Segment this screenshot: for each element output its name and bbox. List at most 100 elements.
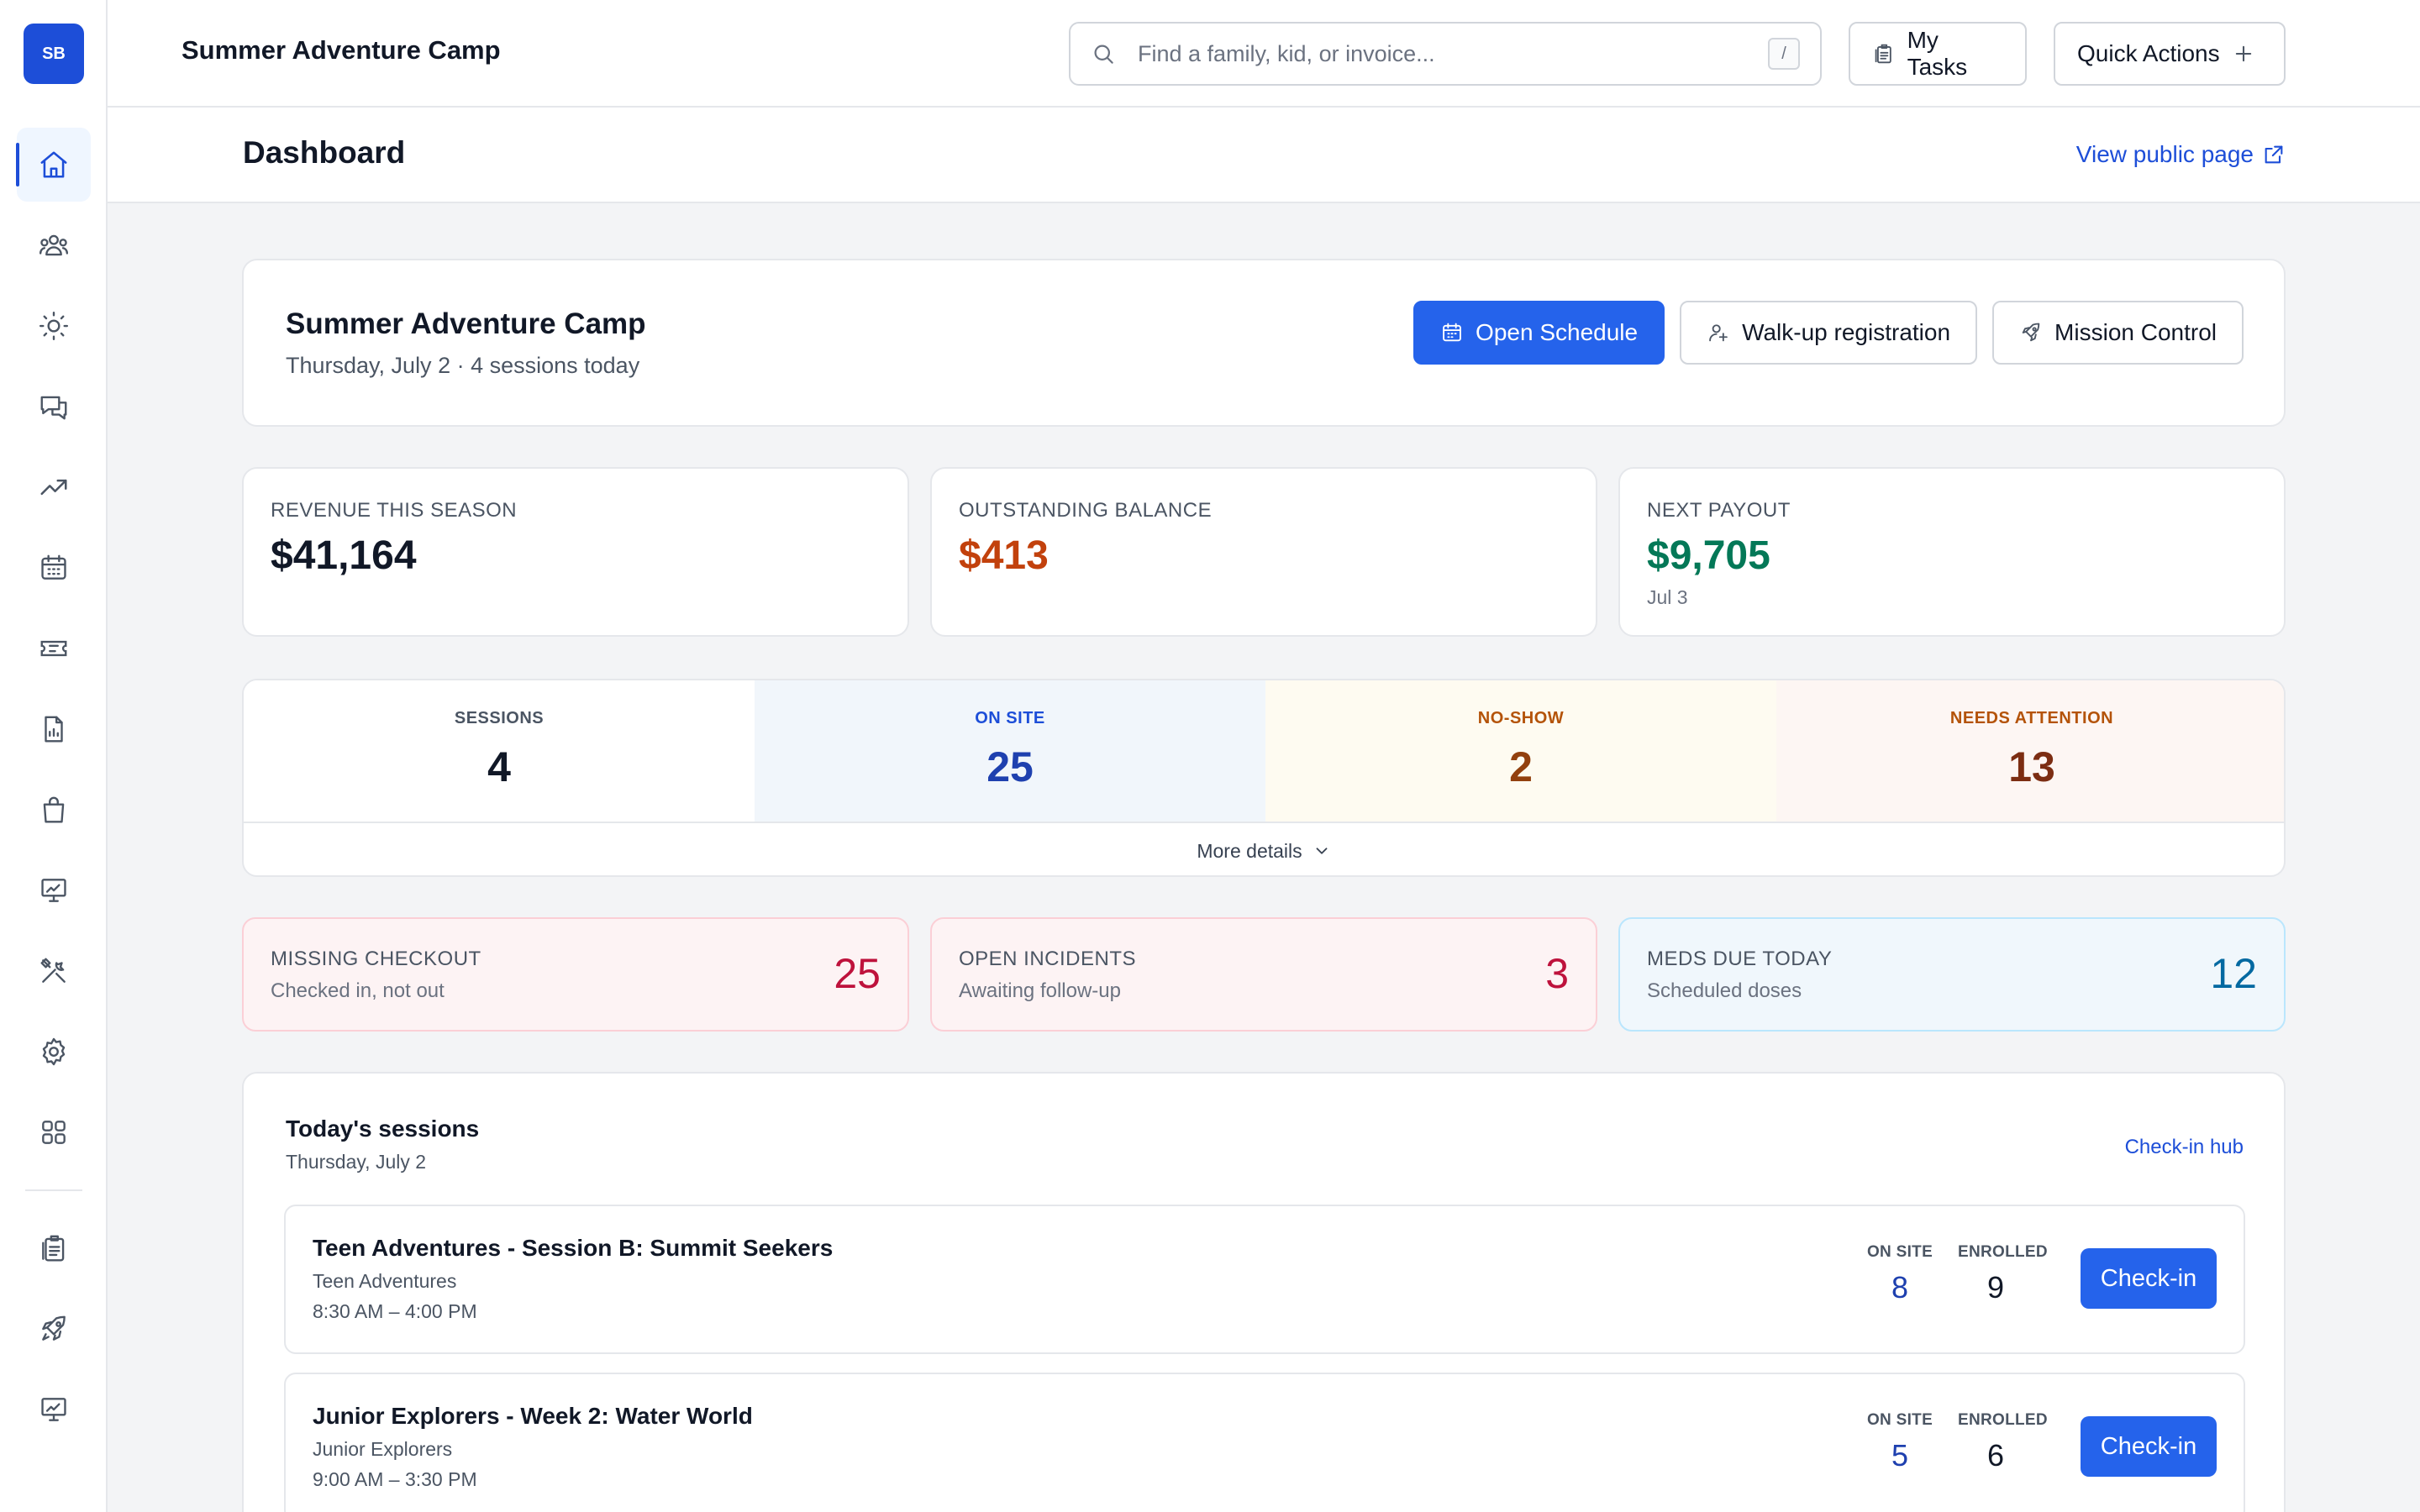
sidebar-item-mission-control[interactable] [17,1292,91,1366]
sidebar-item-calendar[interactable] [17,531,91,605]
alert-subtitle: Awaiting follow-up [959,979,1121,1002]
sidebar-item-apps[interactable] [17,1095,91,1169]
mission-control-button[interactable]: Mission Control [1992,301,2244,365]
app-logo[interactable]: SB [24,24,84,84]
stat-label: NEXT PAYOUT [1647,499,1791,522]
enrolled-value: 6 [1986,1438,2005,1473]
presentation-chart-icon [41,879,66,902]
my-tasks-button[interactable]: My Tasks [1849,22,2027,86]
presentation-chart-icon [41,1398,66,1421]
on-site-stat: ON SITE 8 [1862,1243,1938,1305]
settings-icon [42,1037,66,1066]
stat-label: OUTSTANDING BALANCE [959,499,1213,522]
sidebar-item-activities[interactable] [17,289,91,363]
more-details-label: More details [1197,839,1302,862]
sidebar-item-settings[interactable] [17,1015,91,1089]
page-header: Dashboard View public page [108,108,2420,203]
trending-up-icon [40,479,67,496]
no-show-count: NO-SHOW 2 [1265,680,1776,822]
sidebar-item-families[interactable] [17,208,91,282]
payout-date: Jul 3 [1647,586,1688,608]
report-icon [45,716,63,743]
sessions-count: SESSIONS 4 [244,680,755,822]
search-box[interactable]: / [1069,22,1822,86]
camp-name: Summer Adventure Camp [286,307,646,340]
session-name: Teen Adventures - Session B: Summit Seek… [313,1235,834,1261]
rocket-icon [42,1315,66,1341]
sidebar-item-messages[interactable] [17,370,91,444]
alert-subtitle: Scheduled doses [1647,979,1802,1002]
alert-value: 3 [1545,950,1569,997]
session-program: Teen Adventures [313,1270,457,1292]
alert-label: MEDS DUE TODAY [1647,948,1833,970]
on-site-value: 8 [1891,1270,1909,1305]
open-schedule-button[interactable]: Open Schedule [1413,301,1665,365]
sidebar-divider [25,1189,82,1191]
revenue-stat-card: REVENUE THIS SEASON $41,164 [242,467,909,637]
calendar-icon [1443,323,1461,342]
check-in-button[interactable]: Check-in [2081,1248,2217,1309]
more-details-toggle[interactable]: More details [244,822,2284,875]
session-row[interactable]: Junior Explorers - Week 2: Water World J… [284,1373,2245,1512]
mission-control-label: Mission Control [2054,319,2217,345]
sidebar-item-presentations[interactable] [17,853,91,927]
topbar: Summer Adventure Camp / My Tasks Quick A… [108,0,2420,108]
alert-subtitle: Checked in, not out [271,979,445,1002]
app-title: Summer Adventure Camp [182,35,501,65]
sidebar-item-home[interactable] [16,128,91,202]
page-title: Dashboard [243,135,406,170]
hero-actions: Open Schedule Walk-up registration Missi… [1413,301,2244,365]
on-site-count: ON SITE 25 [755,680,1265,822]
enrolled-value: 9 [1986,1270,2005,1305]
session-time: 8:30 AM – 4:00 PM [313,1300,477,1322]
sidebar-item-registrations[interactable] [17,612,91,685]
on-site-label: ON SITE [1866,1243,1933,1261]
sidebar-item-tasks[interactable] [17,1211,91,1285]
count-value: 4 [487,743,511,790]
session-program: Junior Explorers [313,1438,453,1460]
home-icon [40,151,67,178]
quick-actions-button[interactable]: Quick Actions [2054,22,2286,86]
session-row[interactable]: Teen Adventures - Session B: Summit Seek… [284,1205,2245,1354]
sun-icon [39,311,69,341]
view-public-page-link[interactable]: View public page [2076,141,2286,168]
alert-value: 12 [2210,950,2257,997]
count-label: SESSIONS [454,709,544,727]
plus-icon [2235,45,2251,62]
sidebar-item-insights[interactable] [17,1373,91,1446]
sessions-date: Thursday, July 2 [286,1151,427,1173]
count-label: NO-SHOW [1477,709,1565,727]
meds-due-card[interactable]: MEDS DUE TODAY Scheduled doses 12 [1618,917,2286,1032]
external-link-icon [2265,145,2283,164]
search-input[interactable] [1138,40,1768,67]
shopping-bag-icon [43,796,65,823]
count-label: NEEDS ATTENTION [1949,709,2114,727]
open-incidents-card[interactable]: OPEN INCIDENTS Awaiting follow-up 3 [930,917,1597,1032]
enrolled-stat: ENROLLED 9 [1958,1243,2048,1305]
enrolled-label: ENROLLED [1958,1411,2048,1429]
count-label: ON SITE [975,709,1045,727]
missing-checkout-card[interactable]: MISSING CHECKOUT Checked in, not out 25 [242,917,909,1032]
enrolled-stat: ENROLLED 6 [1958,1411,2048,1473]
enrolled-label: ENROLLED [1958,1243,2048,1261]
sidebar-item-store[interactable] [17,773,91,847]
check-in-hub-link[interactable]: Check-in hub [2124,1136,2244,1158]
user-plus-icon [1709,324,1728,342]
sidebar-item-tools[interactable] [17,934,91,1008]
walk-up-registration-label: Walk-up registration [1742,319,1951,345]
view-public-page-label: View public page [2075,141,2254,167]
apps-grid-icon [42,1121,66,1144]
sidebar-item-analytics[interactable] [17,450,91,524]
sidebar: SB [0,0,108,1512]
count-value: 25 [986,743,1034,790]
needs-attention-count: NEEDS ATTENTION 13 [1776,680,2284,822]
tools-icon [40,958,66,983]
stat-label: REVENUE THIS SEASON [271,499,518,522]
check-in-button[interactable]: Check-in [2081,1416,2217,1477]
ticket-icon [40,640,67,657]
chat-icon [40,396,67,420]
walk-up-registration-button[interactable]: Walk-up registration [1680,301,1978,365]
on-site-stat: ON SITE 5 [1862,1411,1938,1473]
clipboard-icon [42,1235,65,1262]
sidebar-item-reports[interactable] [17,692,91,766]
